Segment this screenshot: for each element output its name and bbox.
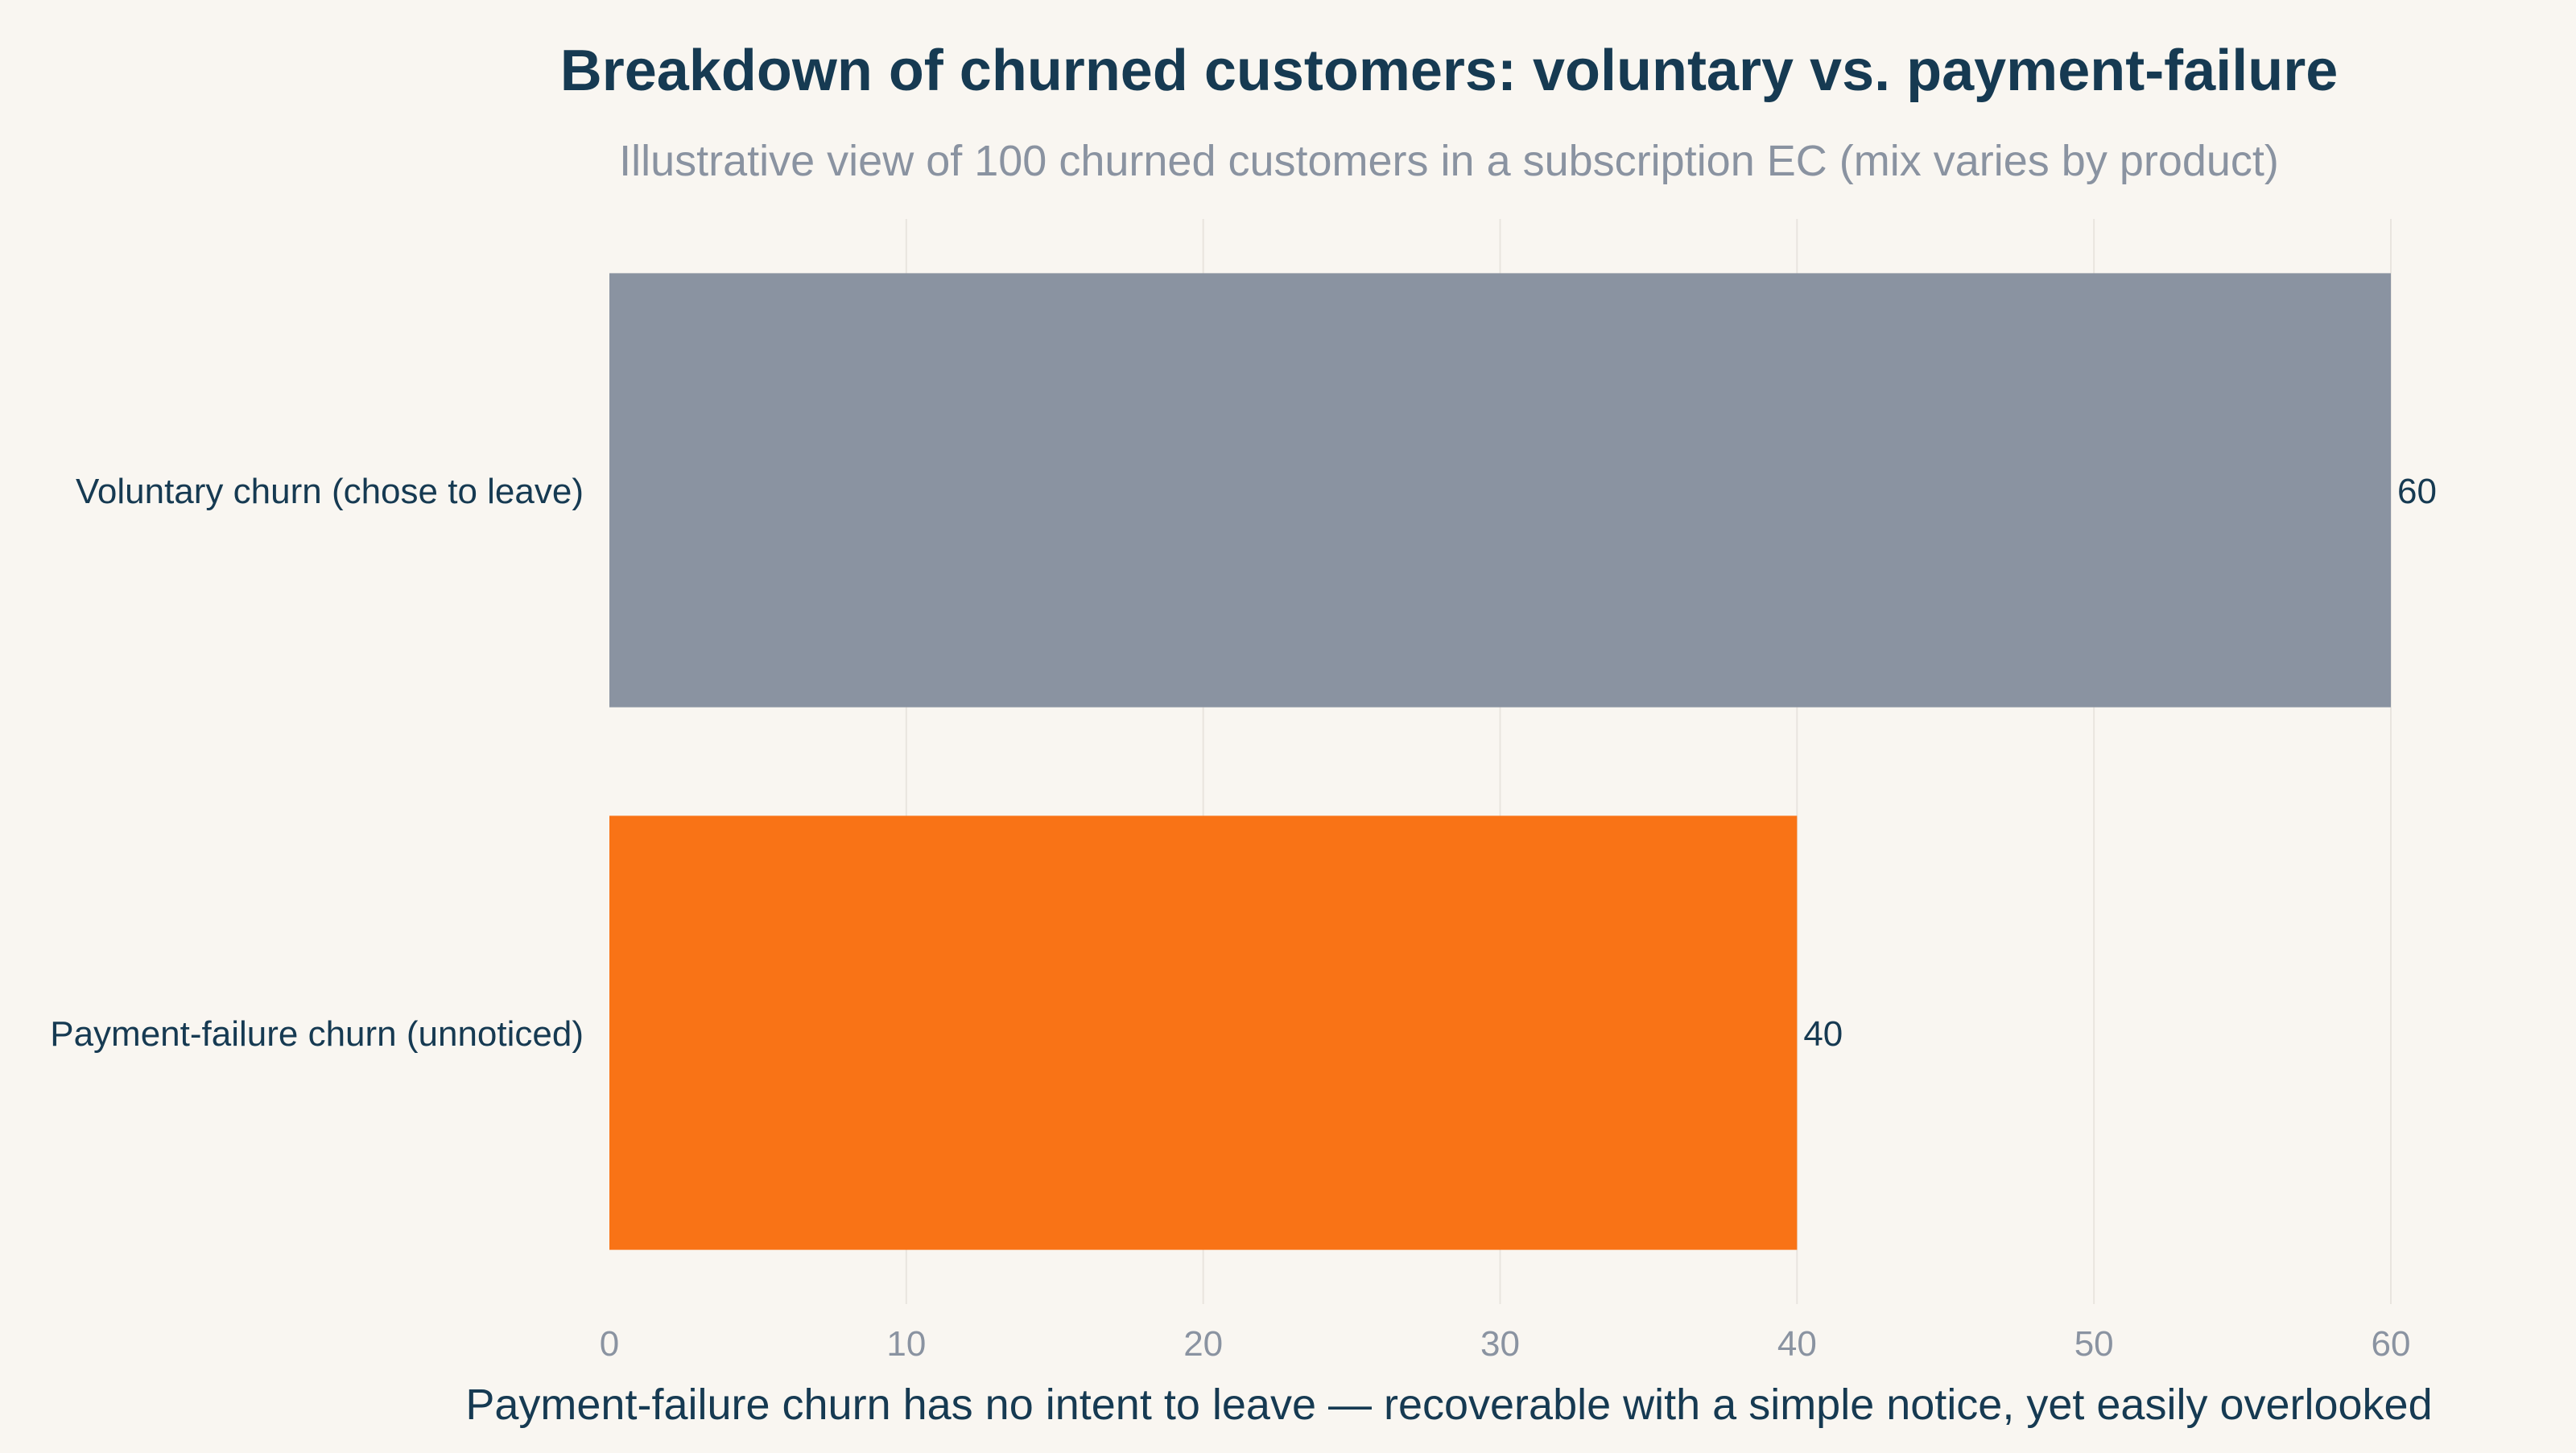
x-tick-label: 60 — [2372, 1324, 2411, 1364]
x-tick-label: 50 — [2074, 1324, 2114, 1364]
data-label: 60 — [2397, 472, 2437, 511]
x-axis-label: Payment-failure churn has no intent to l… — [465, 1381, 2432, 1429]
x-tick-label: 10 — [886, 1324, 926, 1364]
data-label: 40 — [1803, 1014, 1843, 1054]
x-tick-label: 20 — [1183, 1324, 1223, 1364]
chart-title: Breakdown of churned customers: voluntar… — [560, 39, 2339, 103]
chart-subtitle: Illustrative view of 100 churned custome… — [619, 137, 2279, 185]
bar — [609, 273, 2391, 708]
x-axis-ticks: 0 10 20 30 40 50 60 — [600, 1324, 2411, 1364]
bars — [609, 273, 2391, 1250]
x-tick-label: 0 — [600, 1324, 619, 1364]
data-labels: 60 40 — [1803, 472, 2437, 1054]
category-labels: Voluntary churn (chose to leave) Payment-… — [50, 472, 584, 1054]
x-tick-label: 30 — [1480, 1324, 1520, 1364]
bar — [609, 815, 1798, 1250]
category-label: Voluntary churn (chose to leave) — [76, 472, 584, 511]
category-label: Payment-failure churn (unnoticed) — [50, 1014, 584, 1054]
x-tick-label: 40 — [1777, 1324, 1817, 1364]
